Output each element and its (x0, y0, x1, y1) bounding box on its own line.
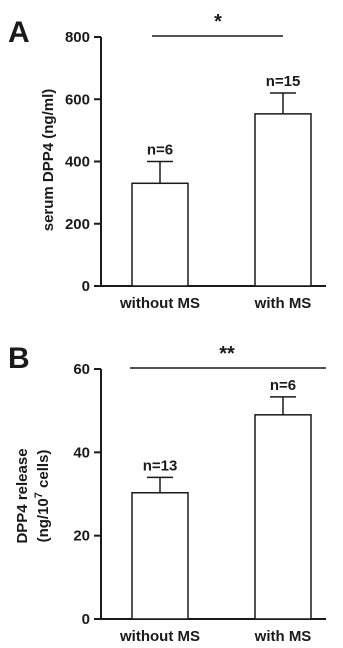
panel-b-bar (131, 492, 189, 620)
panel-a-n-label: n=6 (147, 142, 173, 159)
panel-b: B DPP4 release (ng/107 cells) 0 20 40 60 n=… (8, 342, 326, 645)
panel-a-significance-marker: * (214, 11, 222, 33)
panel-a-bar (131, 182, 189, 287)
panel-b-y-tick-label: 60 (73, 361, 90, 378)
panel-a-y-tick-label: 0 (82, 278, 90, 295)
panel-b-n-label: n=6 (270, 377, 296, 394)
panel-b-significance-marker: ** (219, 343, 235, 365)
panel-a-y-tick-label: 400 (65, 154, 90, 171)
panel-b-y-axis-label-pre: (ng/10 (35, 498, 52, 542)
panel-a: A serum DPP4 (ng/ml) 0 200 400 600 800 n=6 wi… (8, 11, 326, 312)
panel-b-n-label: n=13 (143, 457, 178, 474)
panel-a-bars: n=6 without MS n=15 with MS (119, 73, 312, 312)
panel-b-category-label: without MS (119, 628, 200, 645)
panel-a-y-tick-label: 800 (65, 29, 90, 46)
panel-b-y-axis-label-sup: 7 (33, 492, 45, 498)
panel-b-bar (254, 414, 312, 620)
panel-b-y-tick-label: 40 (73, 444, 90, 461)
panel-b-y-axis-label-post: cells) (35, 450, 52, 493)
panel-a-category-label: without MS (119, 295, 200, 312)
panel-a-bar (254, 113, 312, 287)
panel-b-y-tick-label: 0 (82, 611, 90, 628)
panel-b-category-label: with MS (254, 628, 312, 645)
panel-a-y-axis-label: serum DPP4 (ng/ml) (40, 89, 57, 232)
panel-b-y-ticks: 0 20 40 60 (73, 361, 101, 628)
panel-b-bars: n=13 without MS n=6 with MS (119, 377, 312, 645)
panel-a-y-ticks: 0 200 400 600 800 (65, 29, 101, 295)
panel-b-y-tick-label: 20 (73, 528, 90, 545)
panel-a-category-label: with MS (254, 295, 312, 312)
panel-b-y-axis-label-line2: (ng/107 cells) (33, 450, 52, 543)
panel-a-y-tick-label: 200 (65, 216, 90, 233)
panel-a-y-tick-label: 600 (65, 91, 90, 108)
panel-a-n-label: n=15 (266, 73, 301, 90)
panel-b-label: B (8, 342, 30, 375)
panel-b-y-axis-label-line1: DPP4 release (14, 448, 31, 543)
panel-a-label: A (8, 16, 30, 49)
